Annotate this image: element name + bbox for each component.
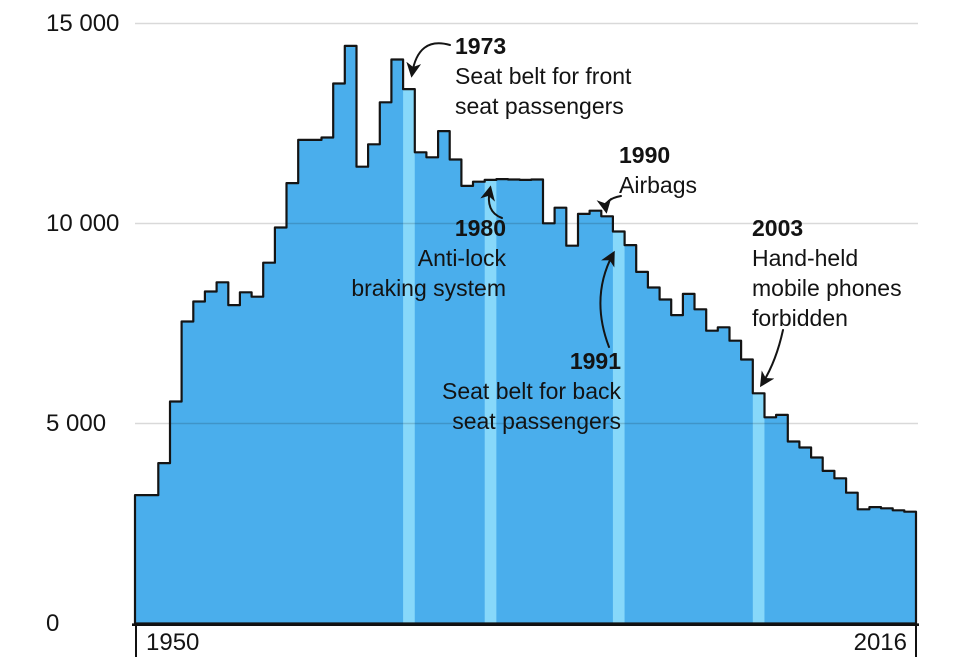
annotation-1980-year: 1980 (454, 215, 506, 241)
annotation-1980-line-2: braking system (351, 275, 506, 301)
arrow-1991 (599, 250, 615, 348)
annotation-1973-year: 1973 (455, 33, 507, 59)
y-tick-label-10000: 10 000 (46, 210, 120, 237)
annotation-2003-line-1: Hand-held (752, 245, 859, 271)
annotation-1973-line-2: seat passengers (455, 93, 624, 119)
annotation-1991-line-1: Seat belt for back (442, 378, 621, 404)
y-tick-label-0: 0 (46, 610, 60, 637)
arrow-1973 (406, 42, 451, 78)
area-fill (135, 45, 916, 624)
x-tick-label-1950: 1950 (146, 629, 200, 656)
annotation-1980: 1980 Anti-lock braking system (306, 213, 506, 303)
annotation-2003: 2003 Hand-held mobile phones forbidden (752, 213, 902, 333)
annotation-arrows (406, 42, 784, 388)
y-tick-label-15000: 15 000 (46, 10, 120, 37)
arrow-1990 (596, 195, 622, 214)
annotation-2003-line-2: mobile phones (752, 275, 902, 301)
annotation-1991-year: 1991 (569, 348, 621, 374)
annotation-1973: 1973 Seat belt for front seat passengers (455, 31, 631, 121)
annotation-1990-year: 1990 (619, 142, 671, 168)
y-tick-label-5000: 5 000 (46, 410, 107, 437)
annotation-1990-line-1: Airbags (619, 172, 697, 198)
annotation-1973-line-1: Seat belt for front (455, 63, 632, 89)
highlight-stripe-1973 (403, 45, 415, 624)
arrow-1980 (480, 185, 503, 219)
annotation-2003-year: 2003 (752, 215, 804, 241)
annotation-1991-line-2: seat passengers (452, 408, 621, 434)
arrow-2003 (759, 329, 784, 388)
annotation-2003-line-3: forbidden (752, 305, 848, 331)
annotation-1991: 1991 Seat belt for back seat passengers (370, 346, 621, 436)
highlight-stripe-1991 (612, 45, 625, 624)
x-tick-label-2016: 2016 (853, 629, 907, 656)
highlight-stripe-1980 (484, 45, 497, 624)
annotation-1980-line-1: Anti-lock (417, 245, 506, 271)
annotation-1990: 1990 Airbags (619, 140, 697, 200)
area-outline (133, 44, 918, 625)
